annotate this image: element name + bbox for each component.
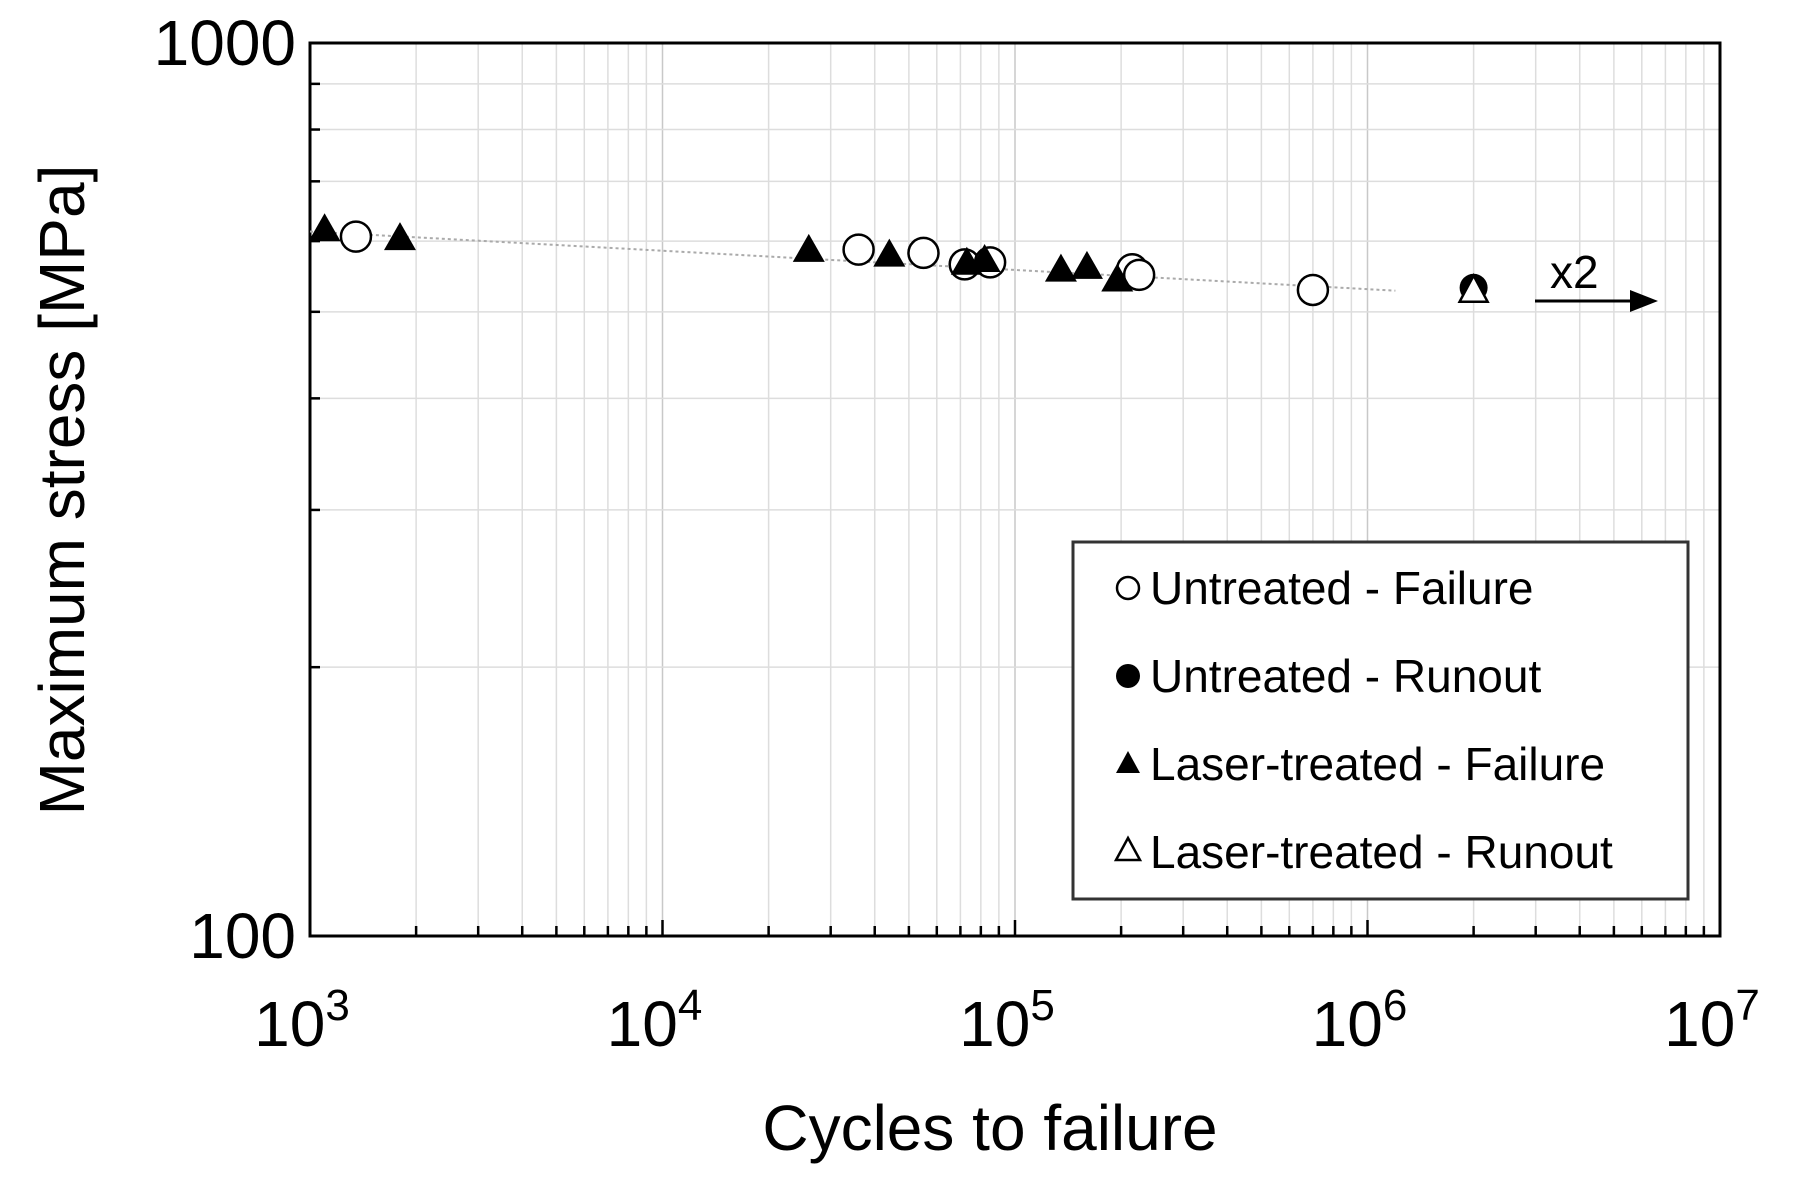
legend-item-laser-runout: Laser-treated - Runout	[1113, 826, 1613, 878]
legend-box	[1071, 540, 1690, 901]
legend-item-laser-failure: Laser-treated - Failure	[1116, 738, 1605, 790]
data-point-laser-failure	[1070, 250, 1103, 279]
data-point-untreated-failure	[339, 220, 373, 253]
x-axis-title: Cycles to failure	[762, 1092, 1217, 1164]
data-point-laser-failure	[873, 238, 906, 267]
data-point-untreated-failure	[842, 233, 875, 266]
legend-item-untreated-runout: Untreated - Runout	[1116, 650, 1541, 702]
legend: Untreated - Failure Untreated - Runout L…	[1071, 540, 1690, 901]
trendline-dotted	[309, 230, 1396, 292]
y-tick-label: 1000	[154, 7, 296, 79]
data-point-laser-failure	[308, 213, 341, 242]
data-point-laser-failure	[383, 222, 416, 251]
legend-label: Untreated - Failure	[1150, 562, 1534, 614]
legend-label: Laser-treated - Failure	[1150, 738, 1605, 790]
data-point-untreated-failure	[1296, 273, 1330, 307]
data-point-untreated-failure	[1122, 258, 1156, 292]
annotation-arrow-head	[1630, 290, 1658, 312]
y-tick-label: 100	[189, 900, 296, 972]
data-points	[308, 213, 1490, 307]
data-point-laser-failure	[792, 233, 825, 262]
axis-ticks	[308, 41, 1706, 938]
legend-item-untreated-failure: Untreated - Failure	[1115, 562, 1534, 614]
y-tick-labels: 1000 100	[154, 7, 296, 972]
data-point-untreated-failure	[907, 236, 940, 270]
legend-marker-circle-filled	[1116, 664, 1140, 688]
x-tick-label: 105	[959, 981, 1055, 1060]
x-tick-label: 106	[1312, 981, 1408, 1060]
x-tick-label: 104	[607, 981, 703, 1060]
data-point-laser-failure	[968, 244, 1001, 273]
x-tick-label: 107	[1664, 981, 1760, 1060]
annotation-label: x2	[1550, 246, 1599, 298]
data-point-laser-failure	[1044, 253, 1077, 282]
x-tick-labels: 103 104 105 106 107	[254, 981, 1760, 1060]
trendline	[309, 230, 1396, 292]
legend-label: Laser-treated - Runout	[1150, 826, 1613, 878]
data-point-laser-runout	[1457, 273, 1490, 303]
runout-annotation: x2	[1535, 246, 1658, 312]
legend-label: Untreated - Runout	[1150, 650, 1541, 702]
data-point-laser-failure	[1101, 263, 1134, 292]
legend-marker-triangle-filled	[1116, 751, 1140, 773]
y-axis-title: Maximum stress [MPa]	[26, 165, 98, 816]
legend-marker-circle-open	[1115, 575, 1141, 601]
x-tick-label: 103	[254, 981, 350, 1060]
legend-marker-triangle-open	[1113, 835, 1143, 862]
